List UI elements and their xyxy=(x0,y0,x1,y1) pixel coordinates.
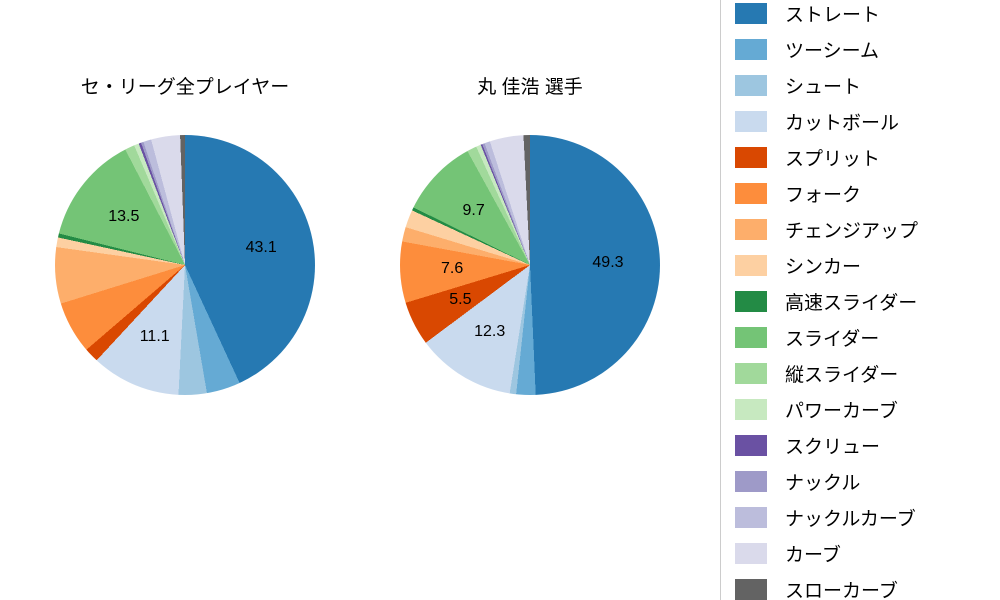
pie-value-label: 13.5 xyxy=(108,207,140,225)
legend-color-swatch xyxy=(735,506,767,528)
legend-item: ナックル xyxy=(735,463,1000,499)
legend-label: カットボール xyxy=(785,112,900,134)
legend-label: ナックルカーブ xyxy=(785,508,916,530)
legend-color-swatch xyxy=(735,290,767,312)
legend-item: カットボール xyxy=(735,103,1000,139)
legend-item: シンカー xyxy=(735,247,1000,283)
legend-color-swatch xyxy=(735,182,767,204)
legend-item: スクリュー xyxy=(735,427,1000,463)
legend-label: スプリット xyxy=(785,148,881,170)
pitch-type-legend: ストレートツーシームシュートカットボール スプリットフォークチェンジアップ シンカー… xyxy=(720,0,1000,600)
legend-item: スローカーブ xyxy=(735,571,1000,600)
legend-label: ナックル xyxy=(785,472,861,494)
legend-color-swatch xyxy=(735,146,767,168)
legend-color-swatch xyxy=(735,110,767,132)
legend-label: 縦スライダー xyxy=(785,364,899,386)
legend-item: ストレート xyxy=(735,0,1000,31)
legend-item: スプリット xyxy=(735,139,1000,175)
legend-color-swatch xyxy=(735,434,767,456)
legend-color-swatch xyxy=(735,578,767,600)
legend-item: 縦スライダー xyxy=(735,355,1000,391)
legend-color-swatch xyxy=(735,362,767,384)
legend-label: スクリュー xyxy=(785,436,881,458)
pie-value-label: 9.7 xyxy=(462,202,485,220)
legend-item: パワーカーブ xyxy=(735,391,1000,427)
legend-item: フォーク xyxy=(735,175,1000,211)
pie-value-label: 7.6 xyxy=(440,260,464,278)
legend-label: ストレート xyxy=(785,4,881,26)
left-pie-chart: 43.1 11.1 13.5 xyxy=(55,135,315,395)
legend-color-swatch xyxy=(735,542,767,564)
legend-item: チェンジアップ xyxy=(735,211,1000,247)
legend-color-swatch xyxy=(735,470,767,492)
legend-color-swatch xyxy=(735,398,767,420)
legend-label: カーブ xyxy=(785,544,841,566)
legend-label: スローカーブ xyxy=(785,580,898,600)
pie-value-label: 11.1 xyxy=(139,327,170,345)
legend-color-swatch xyxy=(735,254,767,276)
legend-color-swatch xyxy=(735,74,767,96)
legend-label: シンカー xyxy=(785,256,862,278)
left-chart-title: セ・リーグ全プレイヤー xyxy=(80,77,290,98)
legend-label: シュート xyxy=(785,76,862,98)
legend-color-swatch xyxy=(735,218,767,240)
pie-value-label: 49.3 xyxy=(592,254,624,272)
legend-label: フォーク xyxy=(785,184,862,206)
pie-value-label: 5.5 xyxy=(449,291,472,309)
legend-item: 高速スライダー xyxy=(735,283,1000,319)
legend-item: スライダー xyxy=(735,319,1000,355)
legend-item: カーブ xyxy=(735,535,1000,571)
legend-label: チェンジアップ xyxy=(785,220,919,242)
legend-color-swatch xyxy=(735,326,767,348)
legend-color-swatch xyxy=(735,2,767,24)
right-chart-title: 丸 佳浩 選手 xyxy=(477,77,583,98)
legend-label: パワーカーブ xyxy=(785,400,898,422)
legend-label: スライダー xyxy=(785,328,880,350)
legend-items: ストレートツーシームシュートカットボール スプリットフォークチェンジアップ シンカー… xyxy=(735,0,1000,600)
legend-item: ツーシーム xyxy=(735,31,1000,67)
pie-value-label: 12.3 xyxy=(474,322,506,340)
legend-item: ナックルカーブ xyxy=(735,499,1000,535)
legend-color-swatch xyxy=(735,38,767,60)
pie-value-label: 43.1 xyxy=(245,239,277,257)
legend-label: 高速スライダー xyxy=(785,292,918,314)
right-pie-chart: 49.3 12.3 5.5 7.6 9.7 xyxy=(400,135,660,395)
legend-label: ツーシーム xyxy=(785,40,880,62)
legend-item: シュート xyxy=(735,67,1000,103)
